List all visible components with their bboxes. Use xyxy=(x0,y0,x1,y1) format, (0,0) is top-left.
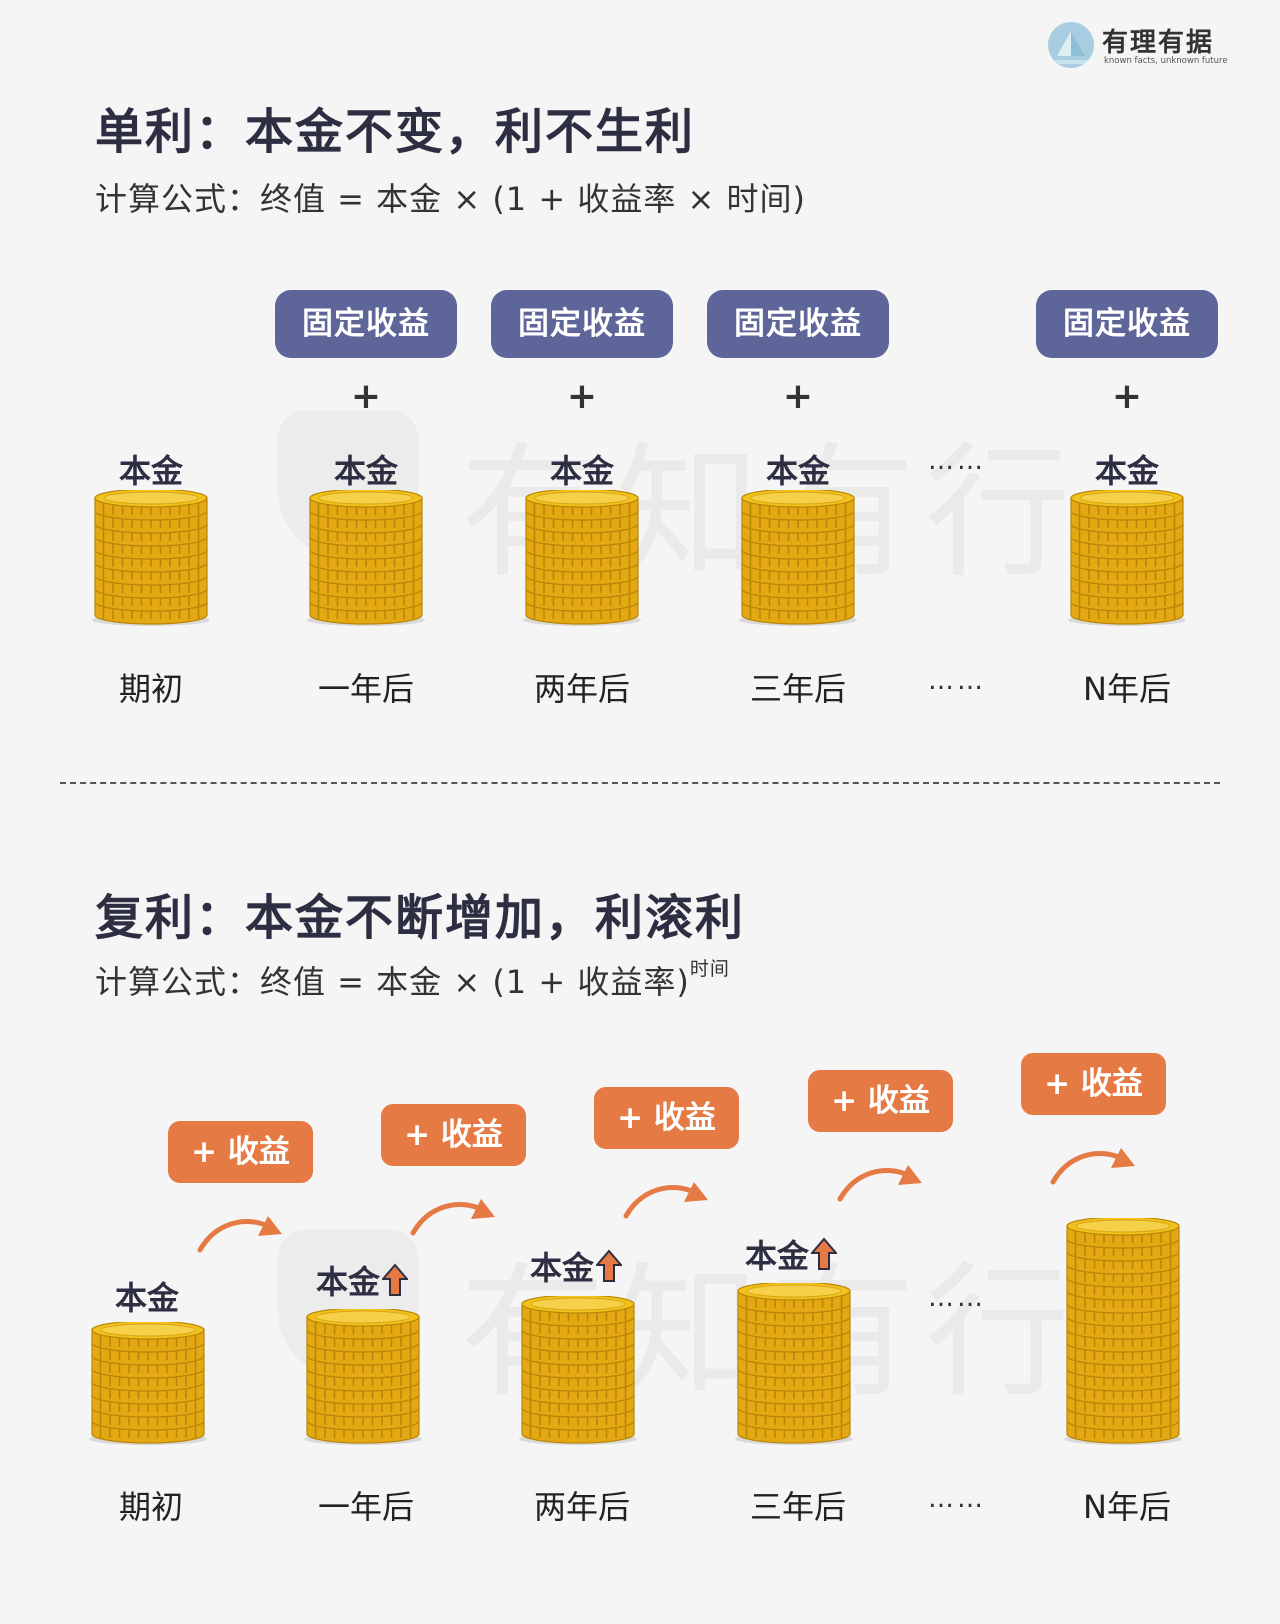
brand-tagline: known facts, unknown future xyxy=(1104,56,1228,66)
simple-interest-title: 单利：本金不变，利不生利 xyxy=(95,104,696,160)
coin-stack-icon xyxy=(1064,1218,1182,1445)
ellipsis: …… xyxy=(928,1484,986,1514)
curved-arrow-icon xyxy=(410,1199,495,1236)
period-label: 期初 xyxy=(118,670,183,708)
plus-sign: + xyxy=(350,376,382,417)
coin-stack-icon xyxy=(523,490,641,626)
plus-sign: + xyxy=(782,376,814,417)
gain-pill: + 收益 xyxy=(381,1104,526,1166)
plus-sign: + xyxy=(1111,376,1143,417)
coin-stack-icon xyxy=(519,1296,637,1445)
period-label: 一年后 xyxy=(317,670,414,708)
up-arrow-icon xyxy=(594,1249,624,1282)
coin-stack-icon xyxy=(307,490,425,626)
fixed-income-pill: 固定收益 xyxy=(491,290,673,358)
gain-pill: + 收益 xyxy=(594,1087,739,1149)
ellipsis: …… xyxy=(928,446,986,476)
fixed-income-pill: 固定收益 xyxy=(275,290,457,358)
curved-arrow-icon xyxy=(837,1165,922,1202)
simple-interest-formula: 计算公式：终值 = 本金 × (1 + 收益率 × 时间) xyxy=(95,180,806,218)
compound-interest-formula: 计算公式：终值 = 本金 × (1 + 收益率)时间 xyxy=(95,957,730,1003)
brand-name: 有理有据 xyxy=(1102,28,1215,58)
principal-label: 本金 xyxy=(118,452,183,490)
coin-stack-icon xyxy=(304,1309,422,1445)
principal-label: 本金 xyxy=(1094,452,1159,490)
principal-label: 本金 xyxy=(765,452,830,490)
coin-stack-icon xyxy=(735,1283,853,1445)
principal-increase-label: 本金 xyxy=(745,1231,839,1277)
principal-label: 本金 xyxy=(333,452,398,490)
coin-stack-icon xyxy=(739,490,857,626)
period-label: 三年后 xyxy=(749,1488,846,1526)
gain-pill: + 收益 xyxy=(168,1121,313,1183)
curved-arrow-icon xyxy=(197,1216,282,1253)
principal-label: 本金 xyxy=(530,1249,595,1287)
compound-interest-title: 复利：本金不断增加，利滚利 xyxy=(95,890,746,946)
principal-label: 本金 xyxy=(115,1279,180,1317)
pyramid-logo-icon xyxy=(1048,22,1094,68)
fixed-income-pill: 固定收益 xyxy=(707,290,889,358)
principal-label: 本金 xyxy=(745,1237,810,1275)
gain-pill: + 收益 xyxy=(808,1070,953,1132)
period-label: N年后 xyxy=(1083,670,1171,708)
ellipsis: …… xyxy=(928,1283,986,1313)
ellipsis: …… xyxy=(928,666,986,696)
curved-arrow-icon xyxy=(1050,1148,1135,1185)
coin-stack-icon xyxy=(92,490,210,626)
up-arrow-icon xyxy=(809,1237,839,1270)
plus-sign: + xyxy=(566,376,598,417)
period-label: 三年后 xyxy=(749,670,846,708)
period-label: 期初 xyxy=(118,1488,183,1526)
principal-label: 本金 xyxy=(316,1263,381,1301)
principal-increase-label: 本金 xyxy=(316,1257,410,1303)
section-divider xyxy=(60,782,1220,784)
compound-formula-base: 计算公式：终值 = 本金 × (1 + 收益率) xyxy=(95,963,690,1001)
principal-increase-label: 本金 xyxy=(530,1243,624,1289)
compound-formula-exponent: 时间 xyxy=(689,958,730,981)
period-label: 两年后 xyxy=(533,670,630,708)
curved-arrow-icon xyxy=(623,1182,708,1219)
coin-stack-icon xyxy=(1068,490,1186,626)
period-label: 一年后 xyxy=(317,1488,414,1526)
gain-pill: + 收益 xyxy=(1021,1053,1166,1115)
coin-stack-icon xyxy=(89,1322,207,1445)
period-label: N年后 xyxy=(1083,1488,1171,1526)
period-label: 两年后 xyxy=(533,1488,630,1526)
principal-label: 本金 xyxy=(549,452,614,490)
up-arrow-icon xyxy=(380,1263,410,1296)
fixed-income-pill: 固定收益 xyxy=(1036,290,1218,358)
brand-logo: 有理有据 known facts, unknown future xyxy=(1048,20,1228,70)
